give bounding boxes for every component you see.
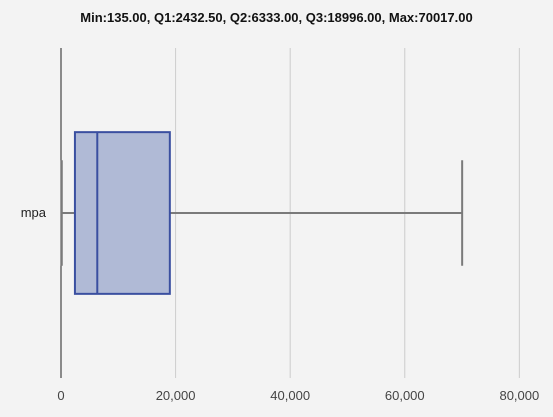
x-tick-label-2: 40,000	[270, 388, 310, 403]
box-layer	[60, 131, 464, 295]
category-label-0: mpa	[21, 205, 47, 220]
tick-labels: 0 20,000 40,000 60,000 80,000 mpa	[21, 205, 540, 403]
x-tick-label-1: 20,000	[156, 388, 196, 403]
iqr-box	[73, 131, 171, 295]
x-tick-label-0: 0	[57, 388, 64, 403]
chart-title: Min:135.00, Q1:2432.50, Q2:6333.00, Q3:1…	[80, 10, 473, 25]
x-tick-label-3: 60,000	[385, 388, 425, 403]
x-tick-label-4: 80,000	[499, 388, 539, 403]
